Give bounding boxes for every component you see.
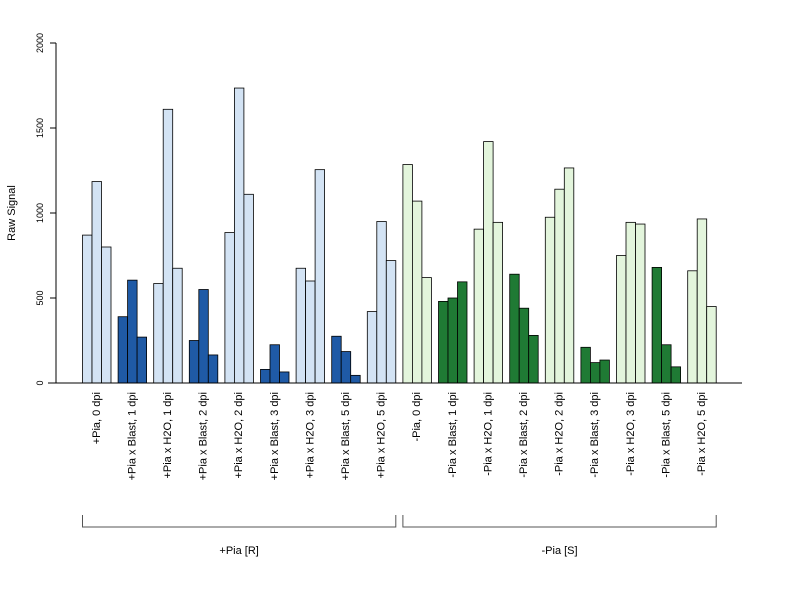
- bar: [483, 141, 494, 384]
- bar: [670, 366, 681, 384]
- bar: [528, 334, 539, 384]
- bar: [687, 270, 698, 384]
- bar: [350, 374, 361, 384]
- y-tick-label: 1500: [35, 118, 45, 138]
- category-label: +Pia x Blast, 2 dpi: [198, 392, 210, 480]
- category-label: -Pia x H2O, 3 dpi: [625, 392, 637, 476]
- bar: [580, 346, 591, 384]
- bar: [198, 289, 209, 384]
- bar: [233, 87, 245, 384]
- bar: [616, 255, 627, 384]
- bar: [101, 246, 112, 384]
- bar: [599, 359, 610, 384]
- category-label: +Pia x Blast, 5 dpi: [340, 392, 352, 480]
- bar: [279, 371, 290, 384]
- bar: [127, 279, 138, 384]
- bar: [162, 108, 174, 384]
- bar: [385, 260, 397, 384]
- group-bracket: [402, 515, 717, 528]
- group-label: -Pia [S]: [542, 545, 578, 557]
- bar: [269, 344, 280, 384]
- group-bracket: [82, 515, 397, 528]
- category-label: +Pia x Blast, 3 dpi: [269, 392, 281, 480]
- category-label: -Pia x Blast, 2 dpi: [518, 392, 530, 478]
- category-label: -Pia x Blast, 1 dpi: [447, 392, 459, 478]
- group-label: +Pia [R]: [219, 545, 258, 557]
- y-axis-title: Raw Signal: [6, 185, 18, 241]
- bar: [172, 267, 183, 384]
- category-label: -Pia x H2O, 5 dpi: [696, 392, 708, 476]
- bar: [224, 232, 235, 384]
- y-axis: 0 500 1000 1500 2000: [35, 33, 57, 386]
- category-labels: +Pia, 0 dpi +Pia x Blast, 1 dpi +Pia x H2O…: [91, 392, 708, 480]
- bar: [153, 283, 164, 384]
- category-label: +Pia x H2O, 1 dpi: [162, 392, 174, 479]
- bar: [706, 306, 717, 384]
- category-label: +Pia x Blast, 1 dpi: [126, 392, 138, 480]
- category-label: +Pia x H2O, 3 dpi: [304, 392, 316, 479]
- bar: [661, 344, 672, 384]
- bar: [473, 228, 485, 384]
- bar: [457, 281, 468, 384]
- bar: [188, 340, 200, 384]
- y-tick-label: 2000: [35, 33, 45, 53]
- y-tick-label: 1000: [35, 203, 45, 223]
- bar: [331, 335, 342, 384]
- bar: [421, 277, 432, 384]
- bar: [376, 221, 387, 384]
- bar: [305, 280, 316, 384]
- bar: [544, 216, 556, 384]
- y-tick-label: 500: [35, 290, 45, 305]
- group-brackets: +Pia [R] -Pia [S]: [82, 515, 717, 557]
- category-label: -Pia, 0 dpi: [411, 392, 423, 442]
- category-label: +Pia x H2O, 2 dpi: [233, 392, 245, 479]
- bar: [207, 354, 219, 384]
- bar: [625, 221, 636, 384]
- bar: [243, 193, 254, 384]
- bar: [117, 316, 128, 384]
- bar: [509, 273, 520, 384]
- bar: [563, 167, 575, 384]
- bar: [366, 311, 378, 384]
- bar: [402, 164, 413, 384]
- bar: [651, 266, 662, 384]
- bar: [696, 218, 708, 384]
- bar: [260, 368, 271, 384]
- category-label: -Pia x Blast, 5 dpi: [660, 392, 672, 478]
- bar: [438, 300, 449, 384]
- category-label: +Pia x H2O, 5 dpi: [376, 392, 388, 479]
- bar: [136, 336, 148, 384]
- bar: [635, 223, 646, 384]
- bar: [91, 181, 102, 384]
- bar: [590, 362, 601, 384]
- category-label: -Pia x Blast, 3 dpi: [589, 392, 601, 478]
- bar: [518, 307, 530, 384]
- bar: [554, 188, 565, 384]
- y-tick-label: 0: [35, 380, 45, 385]
- bar: [447, 297, 458, 384]
- category-label: -Pia x H2O, 2 dpi: [554, 392, 566, 476]
- bar: [295, 267, 307, 384]
- bar: [492, 221, 504, 384]
- bars-layer: [82, 87, 717, 384]
- bar: [340, 351, 352, 384]
- bar: [314, 169, 326, 384]
- bar: [82, 234, 93, 384]
- bar: [411, 200, 423, 384]
- category-label: +Pia, 0 dpi: [91, 392, 103, 444]
- category-label: -Pia x H2O, 1 dpi: [482, 392, 494, 476]
